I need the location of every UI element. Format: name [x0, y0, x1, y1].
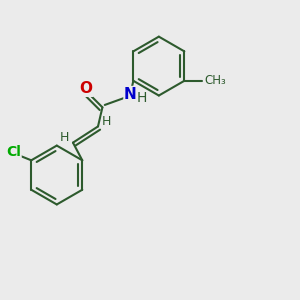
Text: O: O — [80, 81, 93, 96]
Text: H: H — [102, 115, 112, 128]
Text: H: H — [136, 92, 147, 106]
Text: N: N — [124, 87, 137, 102]
Text: Cl: Cl — [6, 145, 21, 159]
Text: CH₃: CH₃ — [204, 74, 226, 87]
Text: H: H — [60, 131, 69, 144]
